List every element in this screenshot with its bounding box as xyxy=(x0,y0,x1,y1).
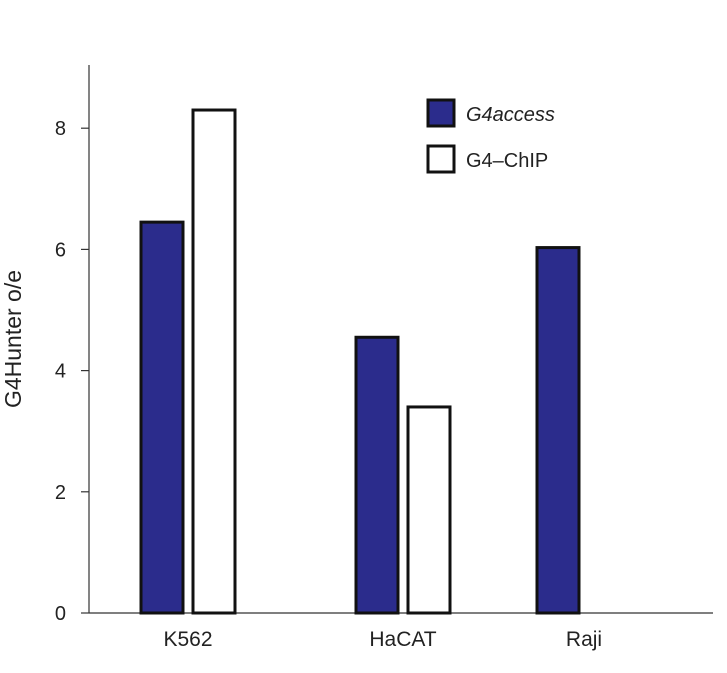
bar-k562-series-2 xyxy=(191,108,237,615)
bar-k562-series-1 xyxy=(139,220,185,615)
legend-swatch xyxy=(426,98,456,128)
y-axis-title: G4Hunter o/e xyxy=(0,270,26,408)
y-tick-label: 4 xyxy=(55,361,66,383)
y-tick-label: 6 xyxy=(55,239,66,261)
y-tick-label: 0 xyxy=(55,603,66,625)
y-tick-label: 8 xyxy=(55,118,66,140)
bars xyxy=(139,108,581,615)
legend: G4access G4–ChIP xyxy=(426,98,555,174)
legend-label: G4–ChIP xyxy=(466,150,548,172)
bar-hacat-series-1 xyxy=(354,335,400,615)
x-tick-label: HaCAT xyxy=(369,628,436,651)
category-labels: K562 HaCAT Raji xyxy=(163,628,602,651)
y-ticks: 0 2 4 6 8 xyxy=(55,118,89,625)
x-tick-label: Raji xyxy=(566,628,602,651)
bar-raji-series-1 xyxy=(535,246,581,615)
y-tick-label: 2 xyxy=(55,482,66,504)
bar-hacat-series-2 xyxy=(406,405,452,615)
legend-label: G4access xyxy=(466,104,555,126)
x-tick-label: K562 xyxy=(163,628,212,651)
legend-swatch xyxy=(426,144,456,174)
